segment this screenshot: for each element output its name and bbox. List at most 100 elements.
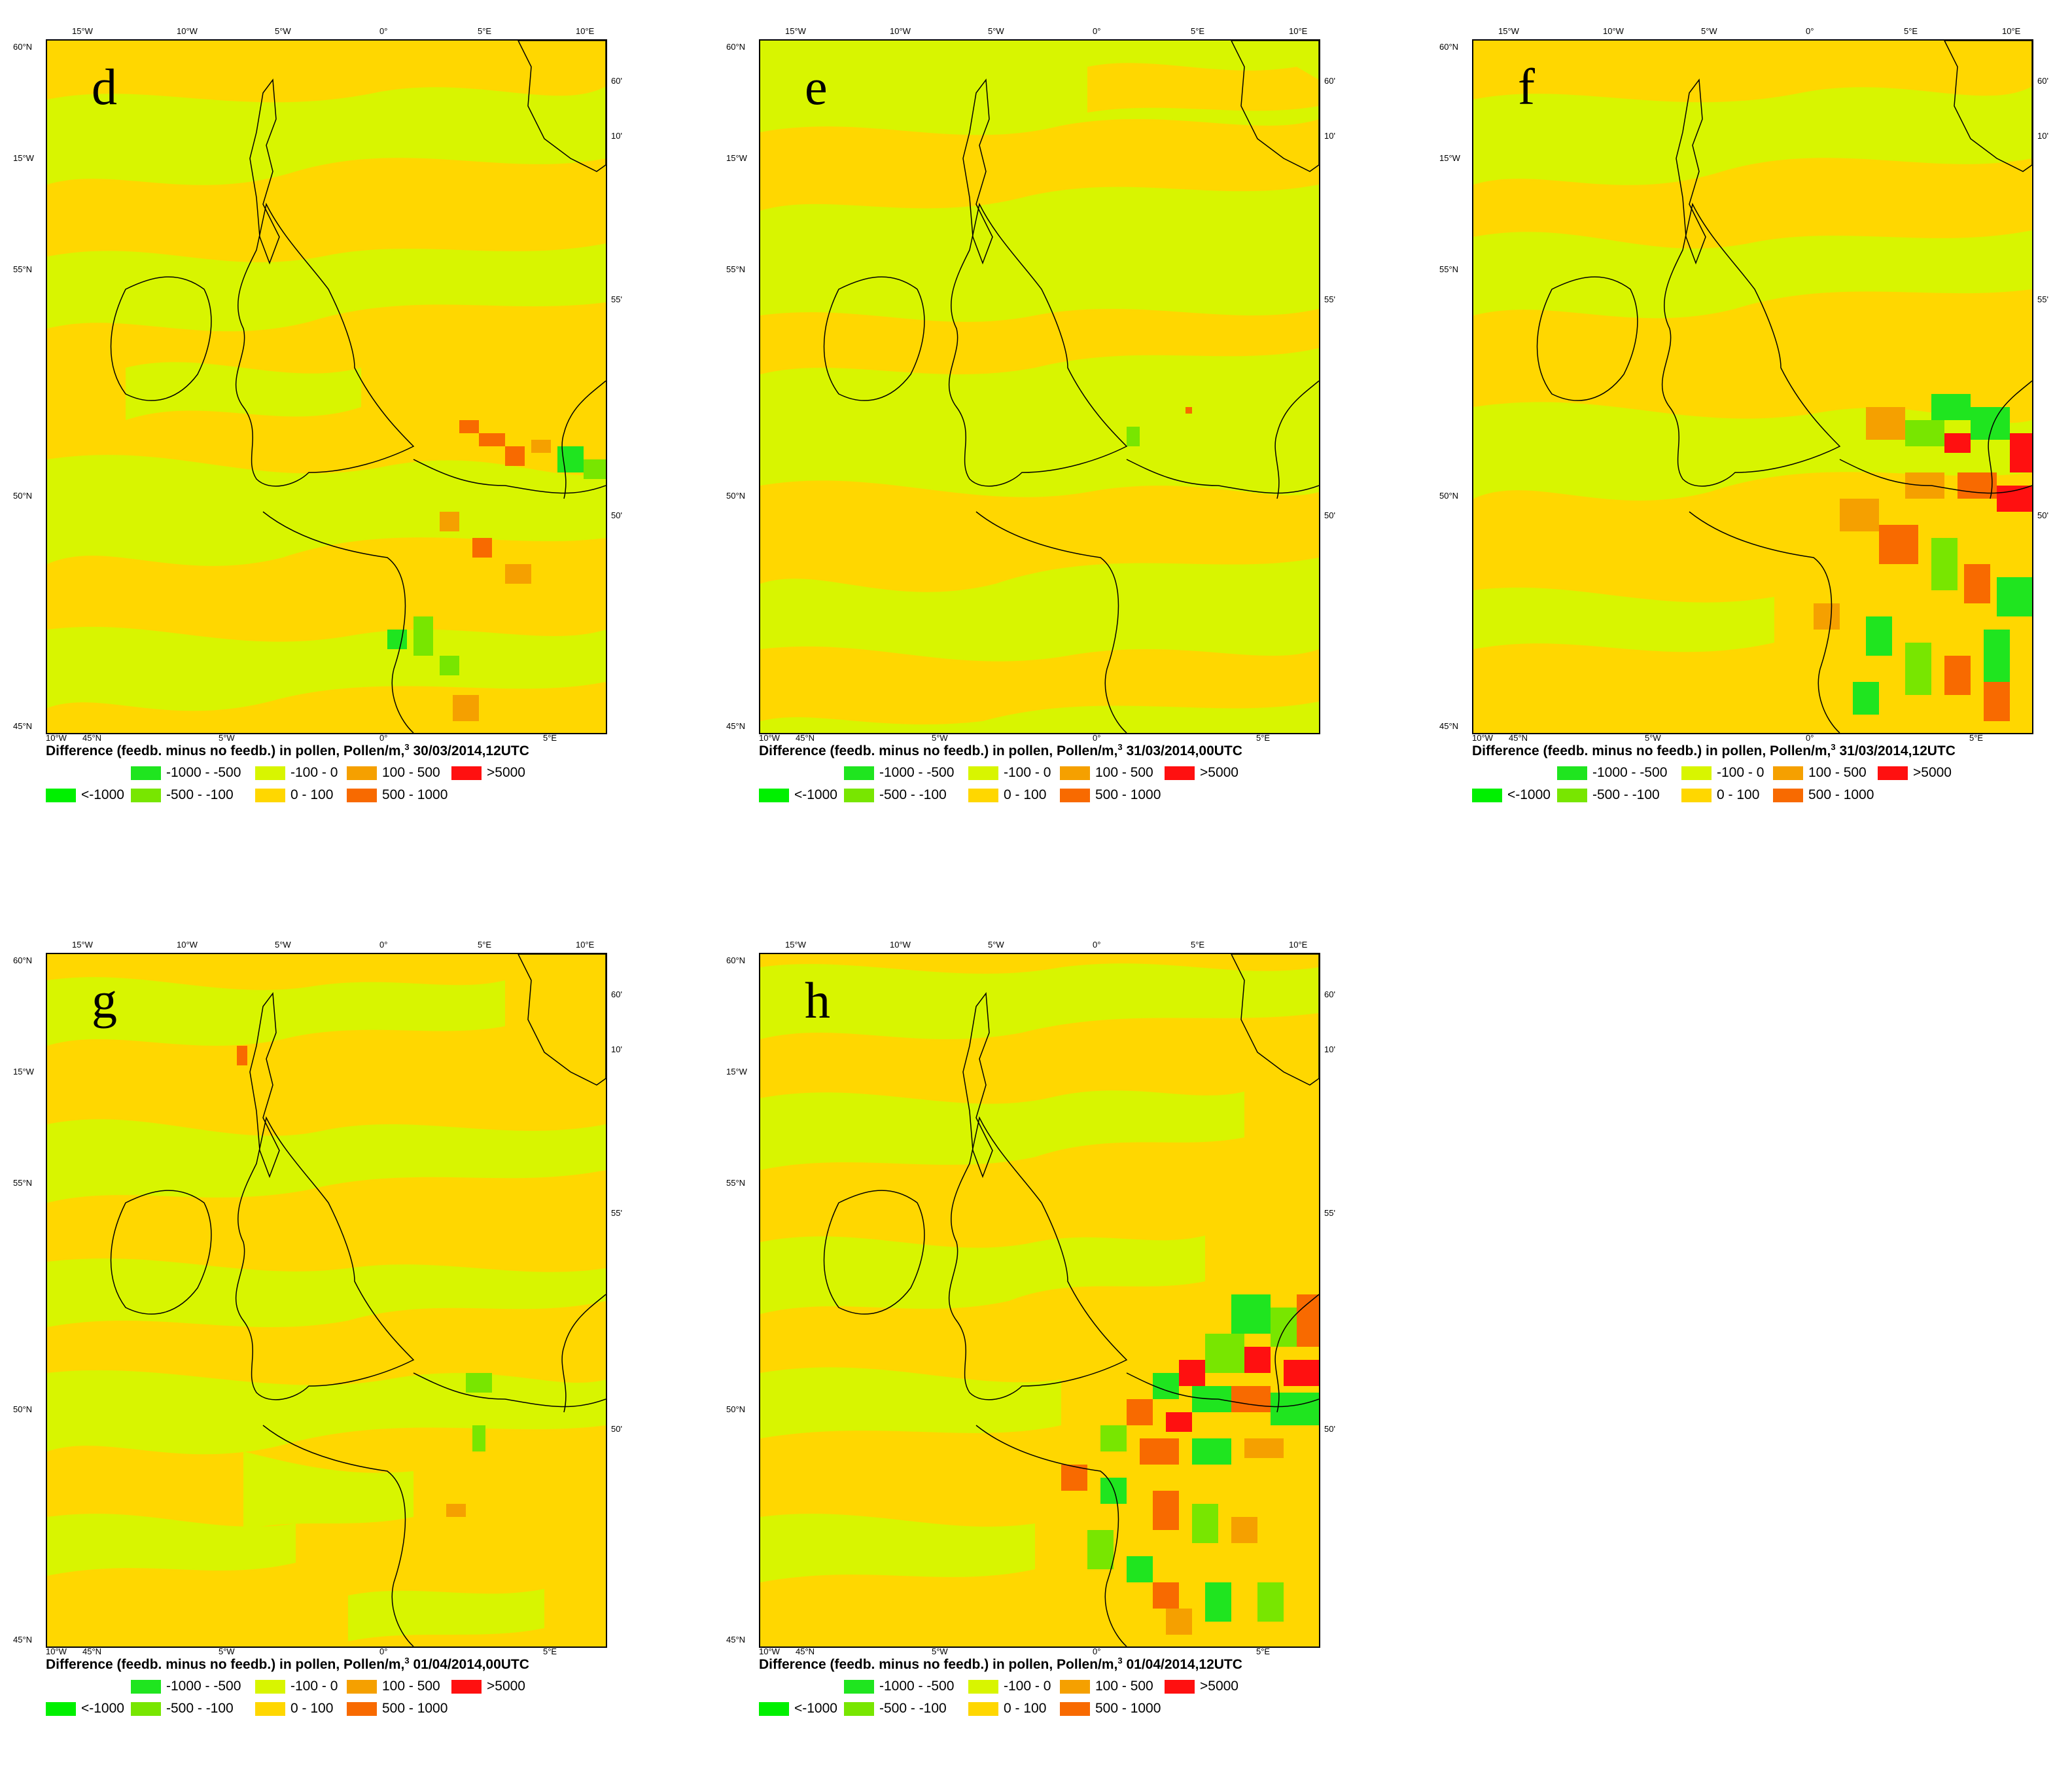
bottom-tick: 0° (1093, 733, 1101, 743)
legend-item: -1000 - -500 (131, 1679, 241, 1694)
legend-swatch (1060, 1701, 1090, 1716)
right-tick: 60' (1324, 989, 1335, 999)
bottom-tick: 10°W (759, 1646, 780, 1656)
top-tick: 0° (1093, 26, 1101, 36)
left-tick: 15°W (726, 1067, 747, 1077)
legend-item: <-1000 (759, 787, 837, 803)
bottom-tick: 0° (379, 733, 388, 743)
caption-datetime: 01/04/2014,00UTC (413, 1657, 529, 1672)
bottom-tick: 10°W (46, 733, 67, 743)
right-tick: 55' (1324, 1208, 1335, 1218)
top-tick: 10°W (177, 940, 198, 950)
legend-item: -500 - -100 (1557, 787, 1660, 803)
top-tick: 10°W (1603, 26, 1624, 36)
legend-label: 500 - 1000 (382, 787, 448, 802)
caption-text: Difference (feedb. minus no feedb.) in p… (759, 1657, 1118, 1672)
top-tick: 15°W (785, 26, 806, 36)
top-tick: 5°W (275, 26, 291, 36)
legend-item: -100 - 0 (255, 765, 338, 781)
bottom-tick: 45°N (82, 1646, 102, 1656)
legend-item: 100 - 500 (1773, 765, 1867, 781)
top-tick: 5°E (1191, 26, 1205, 36)
legend-swatch (255, 1679, 285, 1694)
top-tick: 10°E (2002, 26, 2021, 36)
left-tick: 15°W (13, 1067, 34, 1077)
legend-swatch (1060, 788, 1090, 802)
bottom-tick: 5°E (543, 733, 557, 743)
left-tick: 55°N (13, 264, 33, 274)
legend-swatch (968, 1701, 998, 1716)
legend-swatch (968, 766, 998, 780)
left-tick: 60°N (726, 42, 746, 52)
legend-item: 500 - 1000 (1773, 787, 1874, 803)
left-tick: 60°N (726, 955, 746, 965)
legend-swatch (255, 1701, 285, 1716)
top-tick: 0° (379, 940, 388, 950)
pollen-difference-map (47, 41, 606, 733)
bottom-tick: 5°E (543, 1646, 557, 1656)
bottom-tick: 10°W (1472, 733, 1493, 743)
legend-swatch (1773, 788, 1803, 802)
map-frame (46, 39, 607, 734)
right-tick: 50' (1324, 1424, 1335, 1434)
legend-item: 0 - 100 (255, 1701, 333, 1717)
map-frame (1472, 39, 2033, 734)
map-panel-g: g 15°W 10°W 5°W 0° 5°E 10°E 60°N 15°W 55… (13, 929, 726, 1780)
legend-label: -500 - -100 (166, 787, 234, 802)
legend-swatch (347, 1679, 377, 1694)
legend: -1000 - -500 -100 - 0 100 - 500 >5000 <-… (1472, 765, 2061, 811)
caption-text: Difference (feedb. minus no feedb.) in p… (1472, 743, 1831, 758)
map-panel-h: h 15°W 10°W 5°W 0° 5°E 10°E 60°N 15°W 55… (726, 929, 1439, 1780)
left-tick: 45°N (1439, 721, 1459, 731)
legend-label: 100 - 500 (1095, 1679, 1153, 1694)
legend-item: >5000 (1165, 765, 1238, 781)
legend-label: -1000 - -500 (166, 1679, 241, 1694)
left-tick: 45°N (726, 721, 746, 731)
left-tick: 45°N (13, 1635, 33, 1645)
legend-swatch (451, 766, 482, 780)
top-tick: 5°W (988, 940, 1004, 950)
bottom-tick: 5°W (1645, 733, 1661, 743)
caption-text: Difference (feedb. minus no feedb.) in p… (759, 743, 1118, 758)
legend-label: 500 - 1000 (382, 1701, 448, 1716)
map-frame (759, 953, 1320, 1648)
right-tick: 60' (611, 989, 622, 999)
legend-swatch (844, 788, 874, 802)
top-tick: 15°W (72, 940, 93, 950)
bottom-tick: 5°E (1256, 1646, 1271, 1656)
bottom-tick: 45°N (1509, 733, 1528, 743)
legend-item: 100 - 500 (347, 765, 440, 781)
legend-label: >5000 (487, 1679, 525, 1694)
legend-label: >5000 (487, 765, 525, 780)
right-tick: 60' (2037, 76, 2048, 86)
caption-superscript: 3 (1117, 1656, 1123, 1665)
legend-item: <-1000 (46, 787, 124, 803)
map-caption: Difference (feedb. minus no feedb.) in p… (1472, 742, 1956, 759)
legend-label: 100 - 500 (1095, 765, 1153, 780)
right-tick: 55' (611, 1208, 622, 1218)
right-tick: 10' (1324, 131, 1335, 141)
right-tick: 55' (2037, 294, 2048, 304)
top-tick: 5°E (478, 940, 492, 950)
top-tick: 10°W (890, 26, 911, 36)
legend-swatch (1472, 788, 1502, 802)
legend-swatch (131, 788, 161, 802)
legend-swatch (1557, 766, 1587, 780)
legend-swatch (968, 788, 998, 802)
legend: -1000 - -500 -100 - 0 100 - 500 >5000 <-… (759, 765, 1348, 811)
right-tick: 10' (611, 131, 622, 141)
legend-item: >5000 (1165, 1679, 1238, 1694)
pollen-difference-map (760, 954, 1319, 1646)
left-tick: 55°N (726, 1178, 746, 1188)
top-tick: 15°W (72, 26, 93, 36)
right-tick: 10' (611, 1044, 622, 1054)
legend-swatch (844, 1679, 874, 1694)
bottom-tick: 5°W (932, 1646, 948, 1656)
right-tick: 60' (611, 76, 622, 86)
legend-swatch (1878, 766, 1908, 780)
top-tick: 15°W (785, 940, 806, 950)
legend-label: -500 - -100 (1592, 787, 1660, 802)
legend-swatch (1681, 788, 1712, 802)
left-tick: 50°N (13, 491, 33, 501)
right-tick: 60' (1324, 76, 1335, 86)
